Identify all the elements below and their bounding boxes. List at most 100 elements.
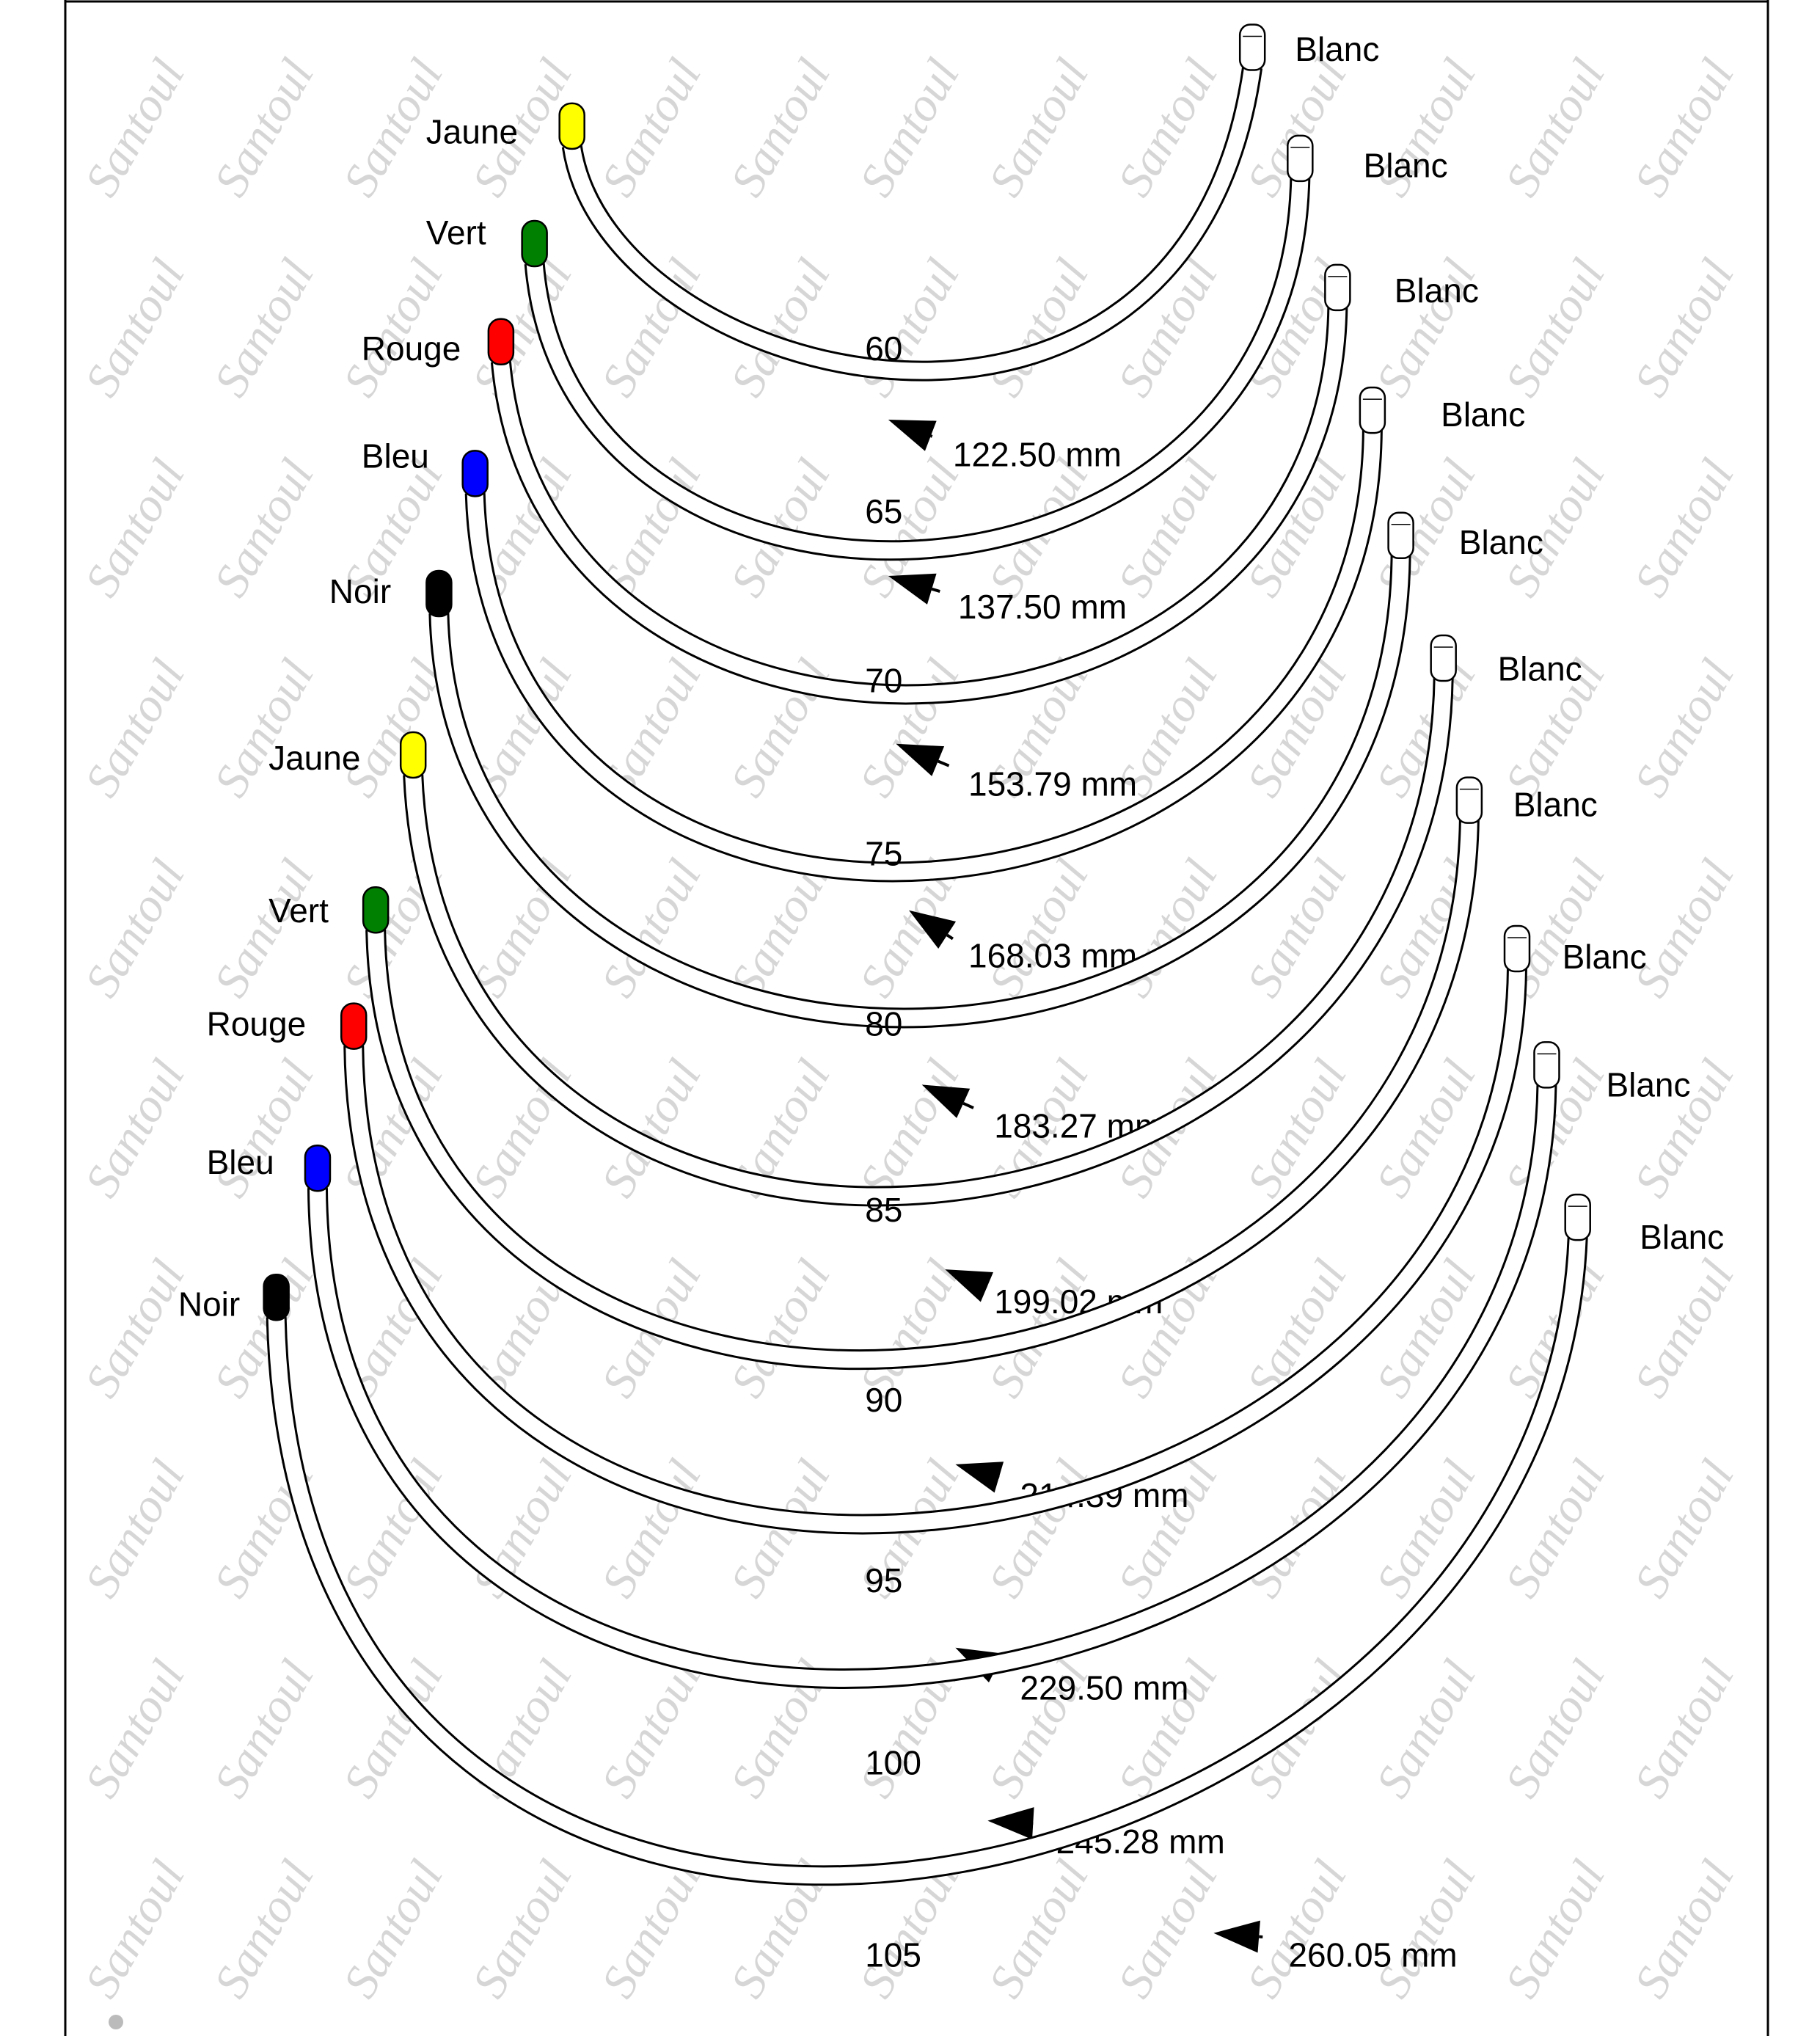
tip-cap-left: [399, 731, 427, 779]
tip-cap-left: [487, 318, 515, 366]
tip-cap-left: [340, 1002, 368, 1050]
wire-105: Noir Blanc 105 260.05 mm: [178, 1193, 1724, 1974]
size-label: 60: [865, 329, 902, 368]
dimension-arrow-head: [921, 1084, 971, 1118]
wire-body: [431, 555, 1409, 1026]
watermark-text: Santoul: [75, 50, 195, 205]
dimension-arrow-head: [1213, 1920, 1260, 1953]
watermark-text: Santoul: [204, 1251, 324, 1406]
watermark-text: Santoul: [979, 50, 1099, 205]
watermark-text: Santoul: [75, 250, 195, 405]
dimension-arrow-head: [955, 1462, 1004, 1493]
right-tip-label: Blanc: [1640, 1218, 1724, 1256]
right-tip-label: Blanc: [1563, 938, 1647, 976]
right-tip-label: Blanc: [1498, 650, 1582, 688]
wire-body: [309, 1084, 1555, 1687]
watermark-text: Santoul: [333, 250, 453, 405]
watermark-text: Santoul: [1624, 1652, 1744, 1806]
left-tip-label: Vert: [426, 214, 486, 252]
watermark-text: Santoul: [462, 1852, 582, 2007]
tip-cap-right: [1238, 23, 1266, 71]
tip-cap-left: [521, 219, 548, 268]
right-tip-label: Blanc: [1459, 523, 1543, 561]
tip-cap-right: [1387, 511, 1414, 560]
left-tip-label: Jaune: [426, 113, 518, 151]
watermark-text: Santoul: [1624, 450, 1744, 605]
tip-cap-right: [1503, 924, 1531, 973]
wire-layer: Jaune Blanc 60 122.50 mm Vert Blanc 65 137.50 m…: [178, 23, 1724, 1974]
watermark-text: Santoul: [75, 1251, 195, 1406]
watermark-text: Santoul: [1495, 250, 1615, 405]
watermark-text: Santoul: [1495, 50, 1615, 205]
watermark-text: Santoul: [204, 450, 324, 605]
tip-cap-left: [461, 450, 489, 497]
dimension-arrow-head: [987, 1807, 1034, 1840]
dimension-arrow-head: [888, 573, 937, 605]
tip-cap-right: [1455, 776, 1483, 824]
watermark-text: Santoul: [75, 1451, 195, 1606]
watermark-text: Santoul: [204, 1852, 324, 2007]
size-label: 75: [865, 834, 902, 872]
dimension-arrow-head: [896, 743, 945, 776]
dimension-arrow-line: [962, 1102, 974, 1109]
dimension-arrow-head: [909, 910, 957, 949]
watermark-text: Santoul: [1624, 851, 1744, 1006]
length-label: 122.50 mm: [953, 436, 1122, 474]
watermark-text: Santoul: [720, 1251, 841, 1406]
dimension-arrow-line: [937, 759, 950, 767]
wire-body: [526, 178, 1309, 559]
watermark-text: Santoul: [1624, 1251, 1744, 1406]
wire-70: Rouge Blanc 70 153.79 mm: [362, 263, 1479, 803]
watermark-text: Santoul: [204, 651, 324, 806]
watermark-text: Santoul: [204, 1652, 324, 1806]
right-tip-label: Blanc: [1513, 785, 1598, 823]
size-label: 85: [865, 1191, 902, 1229]
dimension-arrow-line: [930, 434, 933, 438]
right-tip-label: Blanc: [1441, 395, 1525, 434]
wire-body: [563, 65, 1261, 379]
watermark-text: Santoul: [849, 50, 970, 205]
size-label: 90: [865, 1381, 902, 1419]
watermark-text: Santoul: [1624, 651, 1744, 806]
watermark-text: Santoul: [75, 851, 195, 1006]
watermark-text: Santoul: [979, 1852, 1099, 2007]
tip-cap-left: [304, 1144, 332, 1192]
wire-body: [346, 968, 1525, 1533]
tip-cap-right: [1533, 1041, 1560, 1089]
tip-cap-left: [425, 569, 453, 618]
watermark-text: Santoul: [1624, 1852, 1744, 2007]
length-label: 153.79 mm: [968, 765, 1137, 803]
tip-cap-right: [1430, 634, 1457, 682]
left-tip-label: Noir: [329, 572, 391, 610]
size-label: 70: [865, 662, 902, 700]
watermark-text: Santoul: [333, 1852, 453, 2007]
right-tip-label: Blanc: [1364, 146, 1448, 184]
watermark-text: Santoul: [1624, 1451, 1744, 1606]
watermark-text: Santoul: [849, 250, 970, 405]
watermark-text: Santoul: [75, 1051, 195, 1205]
watermark-text: Santoul: [75, 1852, 195, 2007]
watermark-text: Santoul: [462, 1652, 582, 1806]
wire-body: [405, 677, 1452, 1205]
page-frame: [64, 0, 1769, 2036]
watermark-text: Santoul: [1495, 1652, 1615, 1806]
watermark-text: Santoul: [720, 50, 841, 205]
watermark-text: Santoul: [1624, 50, 1744, 205]
size-label: 105: [865, 1936, 921, 1974]
watermark-text: Santoul: [1624, 250, 1744, 405]
watermark-text: Santoul: [1108, 1852, 1228, 2007]
size-label: 95: [865, 1561, 902, 1599]
watermark-text: Santoul: [1495, 1852, 1615, 2007]
watermark-text: Santoul: [462, 1051, 582, 1205]
wire-body: [467, 429, 1381, 880]
dimension-arrow-line: [946, 933, 954, 941]
watermark-layer: Santoul Santoul Santoul Santoul Santoul Santo…: [75, 50, 1744, 2006]
watermark-text: Santoul: [1366, 1251, 1486, 1406]
right-tip-label: Blanc: [1295, 30, 1379, 68]
wire-body: [368, 820, 1477, 1368]
tip-cap-left: [362, 886, 390, 934]
